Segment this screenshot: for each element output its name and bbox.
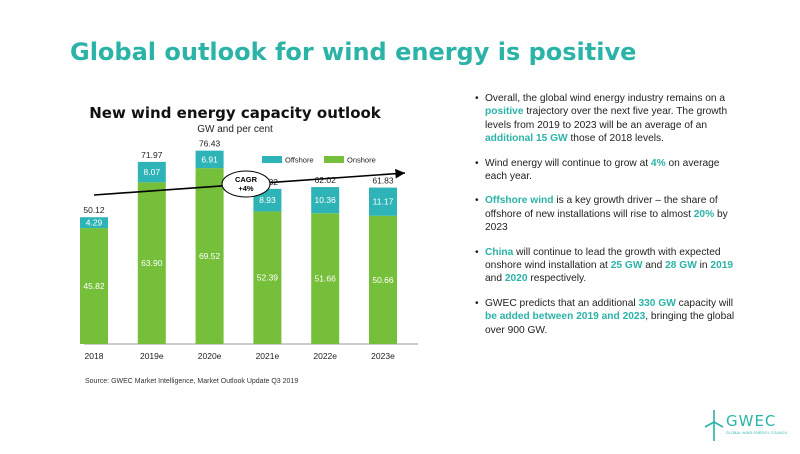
onshore-value-label: 50.66 (372, 275, 394, 285)
offshore-value-label: 4.29 (86, 218, 103, 228)
x-tick-label: 2022e (313, 351, 337, 361)
wind-turbine-icon (704, 410, 724, 441)
bar-offshore (80, 217, 108, 229)
slide-title: Global outlook for wind energy is positi… (70, 38, 637, 66)
logo-text: GWEC (726, 412, 777, 430)
legend-swatch-offshore (262, 156, 282, 163)
offshore-value-label: 11.17 (373, 197, 394, 207)
legend-swatch-onshore (324, 156, 344, 163)
bullet-text: and (642, 260, 666, 272)
bar-onshore (369, 215, 397, 344)
highlighted-text: 4% (650, 157, 666, 169)
bar-offshore (311, 187, 340, 214)
bar-offshore (369, 187, 397, 216)
x-tick-label: 2019e (140, 351, 164, 361)
bar-offshore (137, 161, 166, 183)
bullet-text: on average each year. (485, 157, 720, 183)
onshore-value-label: 52.39 (257, 273, 279, 283)
bullet-item: Offshore wind is a key growth driver – t… (475, 194, 737, 234)
highlighted-text: 25 GW (610, 260, 643, 272)
gwec-logo: GWEC GLOBAL WIND ENERGY COUNCIL (704, 408, 788, 444)
chart-title: New wind energy capacity outlook (89, 104, 381, 122)
highlighted-text: additional 15 GW (485, 133, 568, 145)
total-label: 76.43 (199, 139, 221, 149)
bullet-text: Overall, the global wind energy industry… (485, 93, 726, 104)
bar-onshore (195, 168, 224, 344)
x-tick-label: 2021e (256, 351, 280, 361)
bullet-item: China will continue to lead the growth w… (475, 246, 737, 286)
bullet-text: in (696, 260, 711, 272)
legend-label-offshore: Offshore (285, 156, 314, 165)
bar-onshore (137, 182, 166, 344)
legend-label-onshore: Onshore (347, 156, 376, 165)
highlighted-text: 330 GW (638, 297, 676, 309)
bullet-text: Wind energy will continue to grow at (485, 157, 651, 169)
bullet-item: Wind energy will continue to grow at 4% … (475, 157, 737, 184)
bullet-text: capacity will (675, 297, 734, 309)
bullet-text: by 2023 (485, 208, 728, 234)
source-note: Source: GWEC Market Intelligence, Market… (85, 378, 299, 385)
bullet-list: Overall, the global wind energy industry… (475, 92, 737, 348)
highlighted-text: be added between 2019 and 2023 (485, 311, 646, 323)
highlighted-text: 20% (693, 208, 715, 220)
x-tick-label: 2020e (198, 351, 222, 361)
bullet-text: will continue to lead the growth with ex… (485, 246, 721, 272)
stacked-bar-chart: 45.82 4.29 50.12 2018 63.90 8.07 71.97 2019e 69.… (80, 139, 418, 361)
onshore-value-label: 51.66 (315, 274, 337, 284)
total-label: 61.83 (372, 176, 394, 186)
highlighted-text: 2019 (710, 260, 734, 272)
bullet-text: GWEC predicts that an additional (485, 297, 639, 309)
bar-offshore (195, 150, 224, 169)
offshore-value-label: 8.07 (144, 167, 161, 177)
bullet-text: is a key growth driver – the share of of… (485, 195, 718, 220)
bar-onshore (80, 228, 108, 344)
offshore-value-label: 10.36 (315, 195, 337, 205)
bullet-text: respectively. (527, 273, 587, 285)
highlighted-text: 28 GW (665, 260, 697, 272)
highlighted-text: 2020 (504, 273, 528, 285)
bullet-text: , bringing the global over 900 GW. (485, 311, 735, 336)
logo-tagline: GLOBAL WIND ENERGY COUNCIL (726, 431, 788, 435)
cagr-value: +4% (238, 184, 254, 193)
bar-onshore (311, 213, 340, 344)
onshore-value-label: 63.90 (141, 258, 163, 268)
total-label: 71.97 (141, 150, 163, 160)
bar-onshore (253, 211, 282, 344)
total-label: 62.02 (315, 175, 337, 185)
bullet-text: trajectory over the next five year. The … (485, 106, 728, 131)
onshore-value-label: 69.52 (199, 251, 221, 261)
x-tick-label: 2018 (85, 351, 104, 361)
onshore-value-label: 45.82 (83, 281, 105, 291)
chart-subtitle: GW and per cent (197, 124, 273, 135)
offshore-value-label: 6.91 (201, 154, 218, 164)
highlighted-text: positive (485, 106, 524, 118)
x-tick-label: 2023e (371, 351, 395, 361)
bullet-text: those of 2018 levels. (567, 133, 664, 145)
bullet-item: Overall, the global wind energy industry… (475, 92, 737, 146)
offshore-value-label: 8.93 (259, 195, 276, 205)
bullet-text: and (485, 273, 505, 285)
cagr-bubble (221, 170, 271, 198)
bullet-item: GWEC predicts that an additional 330 GW … (475, 297, 737, 337)
cagr-label: CAGR (235, 175, 258, 184)
total-label: 50.12 (83, 205, 105, 215)
highlighted-text: Offshore wind (485, 195, 554, 207)
highlighted-text: China (485, 246, 514, 258)
